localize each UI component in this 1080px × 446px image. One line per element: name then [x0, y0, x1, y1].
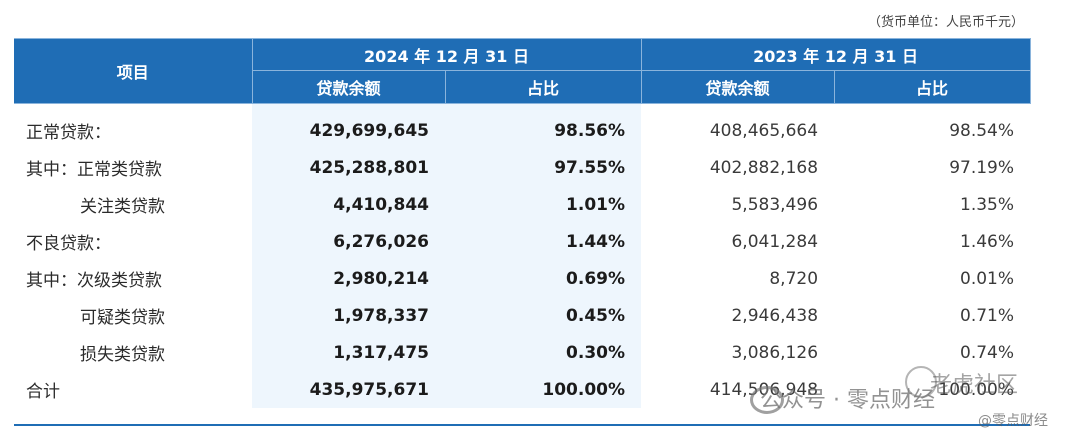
table-row: 不良贷款： 6,276,026 1.44% 6,041,284 1.46% [14, 223, 1030, 260]
header-balance-2023: 贷款余额 [640, 70, 835, 104]
row-label: 损失类贷款 [80, 345, 165, 365]
ratio-2024: 100.00% [445, 371, 642, 408]
wechat-logo-icon [750, 386, 784, 414]
balance-2023: 6,041,284 [731, 231, 819, 252]
ratio-2023: 97.19% [949, 157, 1015, 178]
header-item: 项目 [14, 38, 253, 104]
row-label: 其中：正常类贷款 [26, 160, 162, 180]
balance-2024: 429,699,645 [252, 103, 445, 149]
balance-2023: 402,882,168 [709, 157, 819, 178]
balance-2024: 425,288,801 [252, 149, 445, 186]
balance-2024: 2,980,214 [252, 260, 445, 297]
ratio-2024: 0.69% [445, 260, 642, 297]
ratio-2023: 100.00% [938, 379, 1015, 400]
row-label: 其中：次级类贷款 [26, 271, 162, 291]
ratio-2023: 98.54% [949, 120, 1015, 141]
watermark-account: 公众号 · 零点财经 [760, 388, 935, 413]
balance-2024: 1,317,475 [252, 334, 445, 371]
header-ratio-2024: 占比 [444, 70, 642, 104]
header-ratio-2023: 占比 [833, 70, 1031, 104]
header-period-2024: 2024 年 12 月 31 日 [251, 38, 642, 71]
row-label: 可疑类贷款 [80, 308, 165, 328]
row-label: 正常贷款： [26, 123, 111, 143]
ratio-2024: 1.01% [445, 186, 642, 223]
header-balance-2024: 贷款余额 [251, 70, 446, 104]
row-label: 不良贷款： [26, 234, 111, 254]
balance-2024: 4,410,844 [252, 186, 445, 223]
table-row: 正常贷款： 429,699,645 98.56% 408,465,664 98.… [14, 103, 1030, 149]
ratio-2023: 1.35% [960, 194, 1015, 215]
table-row: 关注类贷款 4,410,844 1.01% 5,583,496 1.35% [14, 186, 1030, 223]
table-row: 其中：次级类贷款 2,980,214 0.69% 8,720 0.01% [14, 260, 1030, 297]
table-row: 其中：正常类贷款 425,288,801 97.55% 402,882,168 … [14, 149, 1030, 186]
ratio-2023: 0.71% [960, 305, 1015, 326]
header-period-2023: 2023 年 12 月 31 日 [640, 38, 1031, 71]
balance-2023: 2,946,438 [731, 305, 819, 326]
balance-2024: 6,276,026 [252, 223, 445, 260]
ratio-2024: 1.44% [445, 223, 642, 260]
balance-2023: 3,086,126 [731, 342, 819, 363]
row-label: 关注类贷款 [80, 197, 165, 217]
loan-classification-table: 项目 2024 年 12 月 31 日 2023 年 12 月 31 日 贷款余… [14, 38, 1031, 408]
ratio-2024: 0.30% [445, 334, 642, 371]
ratio-2024: 97.55% [445, 149, 642, 186]
balance-2023: 408,465,664 [709, 120, 819, 141]
table-row: 可疑类贷款 1,978,337 0.45% 2,946,438 0.71% [14, 297, 1030, 334]
balance-2023: 5,583,496 [731, 194, 819, 215]
ratio-2024: 0.45% [445, 297, 642, 334]
balance-2024: 1,978,337 [252, 297, 445, 334]
ratio-2023: 0.74% [960, 342, 1015, 363]
balance-2024: 435,975,671 [252, 371, 445, 408]
table-bottom-rule [14, 424, 1030, 426]
balance-2023: 8,720 [769, 268, 819, 289]
ratio-2024: 98.56% [445, 103, 642, 149]
watermark-site: 老虎社区 [930, 373, 1019, 398]
ratio-2023: 0.01% [960, 268, 1015, 289]
ratio-2023: 1.46% [960, 231, 1015, 252]
currency-unit-note: （货币单位：人民币千元） [867, 15, 1024, 30]
watermark-handle: @零点财经 [978, 413, 1048, 429]
tiger-logo-icon [905, 366, 937, 398]
table-row: 损失类贷款 1,317,475 0.30% 3,086,126 0.74% [14, 334, 1030, 371]
row-label: 合计 [26, 382, 60, 402]
